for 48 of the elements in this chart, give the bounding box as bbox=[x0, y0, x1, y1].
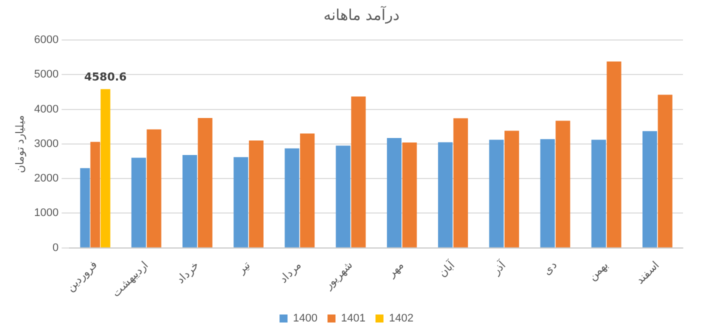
y-tick-label: 1000 bbox=[34, 207, 59, 220]
bar bbox=[336, 146, 350, 248]
y-tick-label: 5000 bbox=[34, 68, 59, 81]
y-tick-label: 6000 bbox=[34, 34, 59, 46]
bar bbox=[453, 118, 468, 248]
y-tick-label: 3000 bbox=[34, 138, 59, 150]
bar bbox=[284, 148, 300, 248]
bar bbox=[606, 61, 622, 248]
bar bbox=[300, 134, 315, 248]
chart-title: درآمد ماهانه bbox=[322, 6, 401, 24]
data-label: 4580.6 bbox=[84, 70, 128, 84]
bar bbox=[658, 94, 672, 248]
x-tick-label: مهر bbox=[384, 259, 406, 281]
bar bbox=[146, 129, 162, 248]
bar bbox=[234, 157, 248, 248]
x-tick-label: اسفند bbox=[634, 259, 662, 287]
x-tick-label: بهمن bbox=[586, 259, 611, 284]
bar bbox=[386, 138, 402, 248]
x-tick-label: تیر bbox=[235, 259, 253, 277]
x-tick-label: آذر bbox=[489, 258, 510, 278]
y-tick-label: 0 bbox=[52, 242, 59, 254]
bar bbox=[100, 89, 110, 248]
bar bbox=[182, 155, 198, 248]
y-tick-label: 4000 bbox=[34, 103, 59, 116]
x-tick-label: فروردین bbox=[64, 259, 100, 294]
y-tick-label: 2000 bbox=[34, 172, 59, 185]
bar bbox=[438, 142, 453, 248]
x-tick-label: دی bbox=[541, 259, 560, 278]
bar bbox=[504, 130, 520, 248]
x-tick-label: مرداد bbox=[278, 259, 304, 286]
legend-label: 1401 bbox=[341, 312, 366, 325]
bar bbox=[248, 140, 264, 248]
bar bbox=[591, 140, 606, 248]
bar bbox=[402, 142, 417, 248]
y-axis-title: میلیارد تومان bbox=[14, 114, 27, 173]
bar bbox=[489, 140, 504, 248]
x-tick-label: آبان bbox=[436, 258, 458, 280]
bar bbox=[642, 131, 658, 248]
bar bbox=[556, 120, 570, 248]
bar bbox=[131, 158, 146, 248]
legend-label: 1402 bbox=[388, 312, 414, 325]
x-tick-label: خرداد bbox=[174, 259, 202, 286]
legend-label: 1400 bbox=[293, 312, 318, 325]
bar bbox=[540, 139, 555, 248]
x-tick-label: شهریور bbox=[322, 259, 356, 293]
bar bbox=[351, 96, 366, 248]
x-tick-label: اردیبهشت bbox=[110, 259, 151, 300]
bar bbox=[198, 118, 212, 248]
